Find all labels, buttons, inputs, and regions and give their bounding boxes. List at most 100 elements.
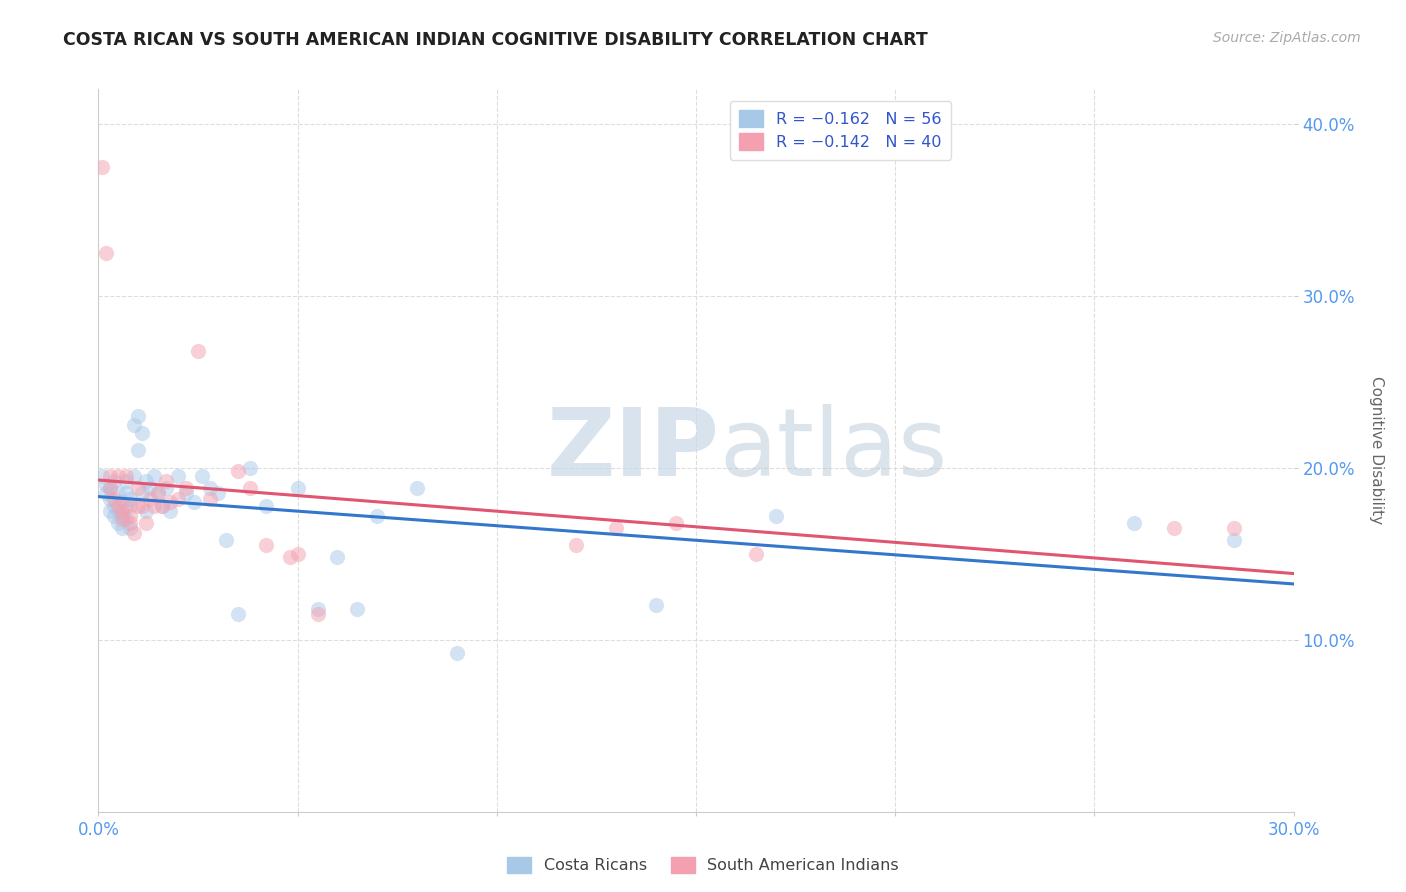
Point <box>155 475 177 489</box>
Point <box>239 460 262 475</box>
Legend: Costa Ricans, South American Indians: Costa Ricans, South American Indians <box>501 850 905 880</box>
Point <box>127 499 149 513</box>
Point <box>143 469 166 483</box>
Point <box>131 426 153 441</box>
Point <box>446 647 468 661</box>
Point <box>111 503 134 517</box>
Point <box>346 601 368 615</box>
Text: Source: ZipAtlas.com: Source: ZipAtlas.com <box>1213 31 1361 45</box>
Point <box>91 469 114 483</box>
Point <box>287 547 309 561</box>
Point <box>167 491 190 506</box>
Point <box>139 481 162 495</box>
Point <box>135 516 157 530</box>
Point <box>187 343 209 358</box>
Point <box>198 481 221 495</box>
Point <box>406 481 429 495</box>
Point <box>96 478 118 492</box>
Text: atlas: atlas <box>720 404 948 497</box>
Point <box>107 469 129 483</box>
Point <box>207 486 229 500</box>
Point <box>111 512 134 526</box>
Point <box>111 495 134 509</box>
Point <box>215 533 238 547</box>
Point <box>98 481 122 495</box>
Point <box>103 508 125 523</box>
Point <box>605 521 627 535</box>
Point <box>565 538 588 552</box>
Text: ZIP: ZIP <box>547 404 720 497</box>
Text: COSTA RICAN VS SOUTH AMERICAN INDIAN COGNITIVE DISABILITY CORRELATION CHART: COSTA RICAN VS SOUTH AMERICAN INDIAN COG… <box>63 31 928 49</box>
Point <box>103 475 125 489</box>
Point <box>120 516 142 530</box>
Point <box>307 607 329 621</box>
Point <box>127 409 149 423</box>
Point <box>98 469 122 483</box>
Point <box>307 601 329 615</box>
Point <box>124 417 146 432</box>
Point <box>103 499 125 513</box>
Point <box>98 491 122 506</box>
Point <box>1223 533 1246 547</box>
Legend: R = −0.162   N = 56, R = −0.142   N = 40: R = −0.162 N = 56, R = −0.142 N = 40 <box>730 101 950 160</box>
Point <box>183 495 205 509</box>
Point <box>148 486 170 500</box>
Point <box>254 538 277 552</box>
Point <box>254 499 277 513</box>
Point <box>115 486 138 500</box>
Point <box>191 469 214 483</box>
Point <box>148 486 170 500</box>
Point <box>278 550 301 565</box>
Point <box>103 491 125 506</box>
Point <box>150 499 173 513</box>
Point <box>107 516 129 530</box>
Point <box>120 521 142 535</box>
Point <box>111 521 134 535</box>
Point <box>135 475 157 489</box>
Point <box>765 508 787 523</box>
Point <box>131 486 153 500</box>
Point <box>115 475 138 489</box>
Point <box>124 526 146 541</box>
Point <box>107 503 129 517</box>
Point <box>226 464 249 478</box>
Point <box>239 481 262 495</box>
Point <box>120 508 142 523</box>
Point <box>167 469 190 483</box>
Point <box>127 481 149 495</box>
Point <box>174 481 197 495</box>
Point <box>107 486 129 500</box>
Point <box>124 469 146 483</box>
Point <box>226 607 249 621</box>
Point <box>1163 521 1185 535</box>
Point <box>131 499 153 513</box>
Point <box>159 495 181 509</box>
Point <box>665 516 688 530</box>
Point <box>96 245 118 260</box>
Point <box>645 599 668 613</box>
Point <box>174 486 197 500</box>
Point <box>159 503 181 517</box>
Point <box>120 491 142 506</box>
Point <box>135 503 157 517</box>
Point <box>150 499 173 513</box>
Point <box>366 508 388 523</box>
Point <box>91 160 114 174</box>
Point <box>111 508 134 523</box>
Point <box>1123 516 1146 530</box>
Point <box>287 481 309 495</box>
Point <box>115 469 138 483</box>
Point <box>143 499 166 513</box>
Point <box>127 443 149 458</box>
Point <box>155 481 177 495</box>
Point <box>326 550 349 565</box>
Point <box>115 499 138 513</box>
Point <box>1223 521 1246 535</box>
Point <box>115 512 138 526</box>
Point <box>120 499 142 513</box>
Point <box>98 503 122 517</box>
Point <box>98 481 122 495</box>
Point <box>198 491 221 506</box>
Point <box>139 491 162 506</box>
Y-axis label: Cognitive Disability: Cognitive Disability <box>1369 376 1384 524</box>
